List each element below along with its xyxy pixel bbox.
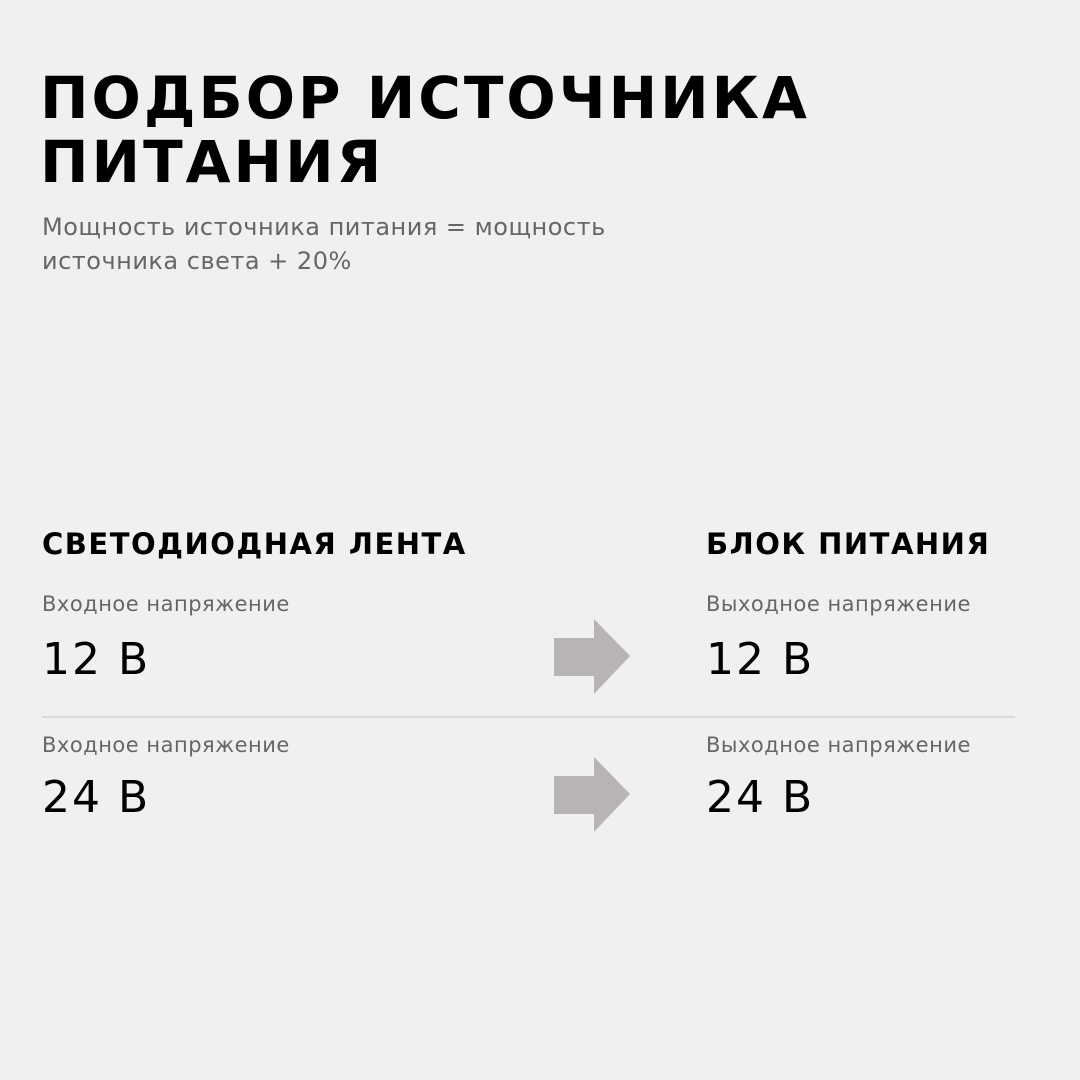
led-strip-heading: СВЕТОДИОДНАЯ ЛЕНТА (42, 527, 467, 561)
power-supply-heading: БЛОК ПИТАНИЯ (706, 527, 991, 561)
divider (42, 716, 1015, 718)
input-voltage-label: Входное напряжение (42, 733, 290, 757)
input-voltage-label: Входное напряжение (42, 592, 290, 616)
output-voltage-value: 12 В (706, 634, 815, 685)
input-voltage-value: 24 В (42, 772, 151, 823)
output-voltage-value: 24 В (706, 772, 815, 823)
subtitle: Мощность источника питания = мощность ис… (42, 213, 606, 275)
arrow-right-icon (554, 757, 630, 832)
arrow-right-icon (554, 619, 630, 694)
page-title: ПОДБОР ИСТОЧНИКА ПИТАНИЯ (40, 64, 810, 196)
output-voltage-label: Выходное напряжение (706, 592, 971, 616)
input-voltage-value: 12 В (42, 634, 151, 685)
output-voltage-label: Выходное напряжение (706, 733, 971, 757)
